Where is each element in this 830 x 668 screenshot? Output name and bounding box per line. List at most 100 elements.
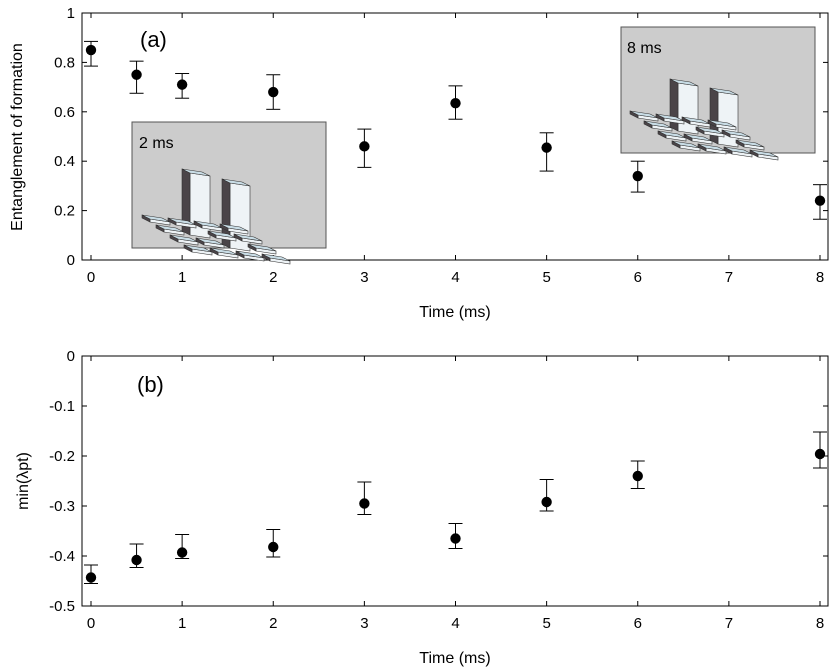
x-tick-label: 6 xyxy=(634,615,642,632)
x-tick-label: 0 xyxy=(87,615,95,632)
marker xyxy=(268,86,279,98)
marker xyxy=(450,97,461,109)
x-axis-title-a: Time (ms) xyxy=(419,304,490,321)
panel-a: 0 1 2 3 4 5 6 7 8 0 0.2 0.4 0.6 0.8 1 (a) Time (ms) E… xyxy=(9,5,829,321)
x-tick-label: 2 xyxy=(269,269,277,286)
matrix-bar xyxy=(669,78,699,135)
matrix-bar xyxy=(233,233,263,245)
data-point xyxy=(357,481,372,515)
marker xyxy=(541,142,552,153)
matrix-bar xyxy=(655,113,685,125)
y-tick-label: 0.8 xyxy=(54,54,75,71)
y-tick-label: -0.3 xyxy=(49,498,75,515)
y-tick-label: -0.2 xyxy=(49,448,75,465)
marker xyxy=(359,141,370,152)
matrix-bar xyxy=(735,139,765,151)
x-tick-label: 2 xyxy=(269,615,277,632)
matrix-bar xyxy=(209,247,239,259)
matrix-bar xyxy=(683,133,713,145)
x-tick-label: 7 xyxy=(725,615,733,632)
data-point xyxy=(630,460,645,489)
data-points-b xyxy=(84,431,827,584)
y-tick-label: 0.4 xyxy=(54,153,75,170)
marker xyxy=(359,498,370,509)
data-point xyxy=(175,73,190,99)
data-point xyxy=(175,534,190,559)
marker xyxy=(450,533,461,544)
x-tick-labels-b: 0 1 2 3 4 5 6 7 8 xyxy=(87,615,824,632)
marker xyxy=(814,448,826,460)
matrix-bar xyxy=(235,250,265,262)
matrix-bar xyxy=(707,119,737,131)
ticks-b xyxy=(82,355,828,607)
matrix-bar xyxy=(657,130,687,142)
data-point xyxy=(266,529,281,558)
x-tick-label: 3 xyxy=(360,269,368,286)
marker xyxy=(131,69,142,80)
ticks-a xyxy=(82,12,828,261)
inset-label-2ms: 2 ms xyxy=(139,135,174,152)
data-point xyxy=(129,60,144,94)
y-tick-label: 1 xyxy=(67,5,75,22)
matrix-bar xyxy=(695,126,725,138)
x-tick-labels-a: 0 1 2 3 4 5 6 7 8 xyxy=(87,269,824,286)
x-tick-label: 5 xyxy=(542,615,550,632)
x-tick-label: 3 xyxy=(360,615,368,632)
matrix-bar xyxy=(749,149,779,161)
inset-8ms: 8 ms xyxy=(620,26,816,161)
data-point xyxy=(630,160,645,193)
data-point xyxy=(539,479,554,512)
y-tick-label: 0.2 xyxy=(54,203,75,220)
x-tick-label: 8 xyxy=(816,269,824,286)
y-tick-label: 0 xyxy=(67,348,75,365)
marker xyxy=(176,547,188,558)
inset-label-8ms: 8 ms xyxy=(627,40,662,57)
marker xyxy=(632,170,643,182)
y-tick-label: -0.1 xyxy=(49,398,75,415)
x-tick-label: 4 xyxy=(451,269,459,286)
matrix-bar xyxy=(195,237,225,249)
marker xyxy=(131,554,142,566)
x-tick-label: 1 xyxy=(178,269,186,286)
plot-frame-b xyxy=(81,355,829,607)
x-tick-label: 7 xyxy=(725,269,733,286)
panel-label-b: (b) xyxy=(137,372,164,397)
data-point xyxy=(84,40,98,67)
matrix-bar xyxy=(697,143,727,155)
marker xyxy=(541,496,552,508)
y-tick-label: 0.6 xyxy=(54,104,75,121)
data-point xyxy=(357,128,372,168)
matrix-bar xyxy=(721,129,751,141)
marker xyxy=(176,79,188,90)
marker xyxy=(814,195,826,206)
x-axis-title-b: Time (ms) xyxy=(419,650,490,667)
data-point xyxy=(129,543,144,568)
data-point xyxy=(448,85,463,120)
y-axis-title-a: Entanglement of formation xyxy=(9,43,26,231)
panel-b: 0 1 2 3 4 5 6 7 8 -0.5 -0.4 -0.3 -0.2 -0.1 0 (b) Time… xyxy=(15,348,829,667)
marker xyxy=(85,572,97,583)
data-points-a xyxy=(84,40,827,220)
inset-2ms: 2 ms xyxy=(131,121,327,265)
data-point xyxy=(813,184,827,220)
data-point xyxy=(539,132,554,172)
x-tick-label: 1 xyxy=(178,615,186,632)
matrix-bar xyxy=(261,253,291,265)
y-tick-labels-a: 0 0.2 0.4 0.6 0.8 1 xyxy=(54,5,75,269)
marker xyxy=(268,541,279,553)
y-tick-label: 0 xyxy=(67,252,75,269)
matrix-bar xyxy=(207,230,237,242)
y-tick-labels-b: -0.5 -0.4 -0.3 -0.2 -0.1 0 xyxy=(49,348,75,615)
marker xyxy=(85,44,97,56)
panel-label-a: (a) xyxy=(140,27,167,52)
data-point xyxy=(84,564,98,584)
marker xyxy=(632,470,643,482)
y-axis-title-b: min(λpt) xyxy=(15,452,32,510)
x-tick-label: 4 xyxy=(451,615,459,632)
y-tick-label: -0.5 xyxy=(49,598,75,615)
matrix-bar xyxy=(247,243,277,255)
density-matrix-bars-2ms xyxy=(141,168,291,265)
matrix-bar xyxy=(193,220,223,232)
data-point xyxy=(266,74,281,110)
